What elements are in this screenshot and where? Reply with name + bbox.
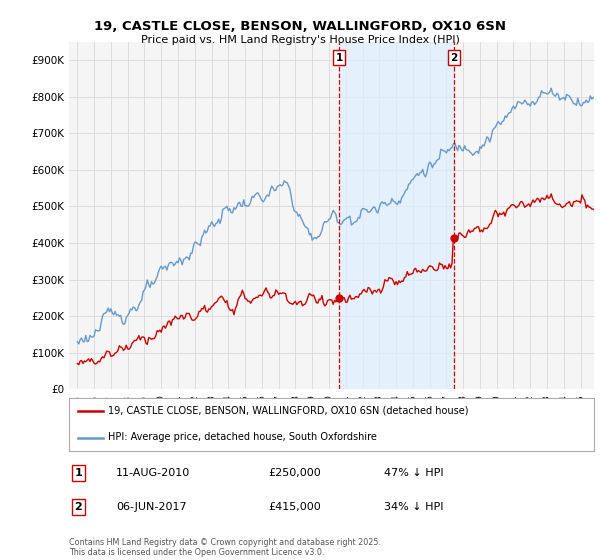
Text: 06-JUN-2017: 06-JUN-2017 bbox=[116, 502, 187, 512]
Text: 19, CASTLE CLOSE, BENSON, WALLINGFORD, OX10 6SN: 19, CASTLE CLOSE, BENSON, WALLINGFORD, O… bbox=[94, 20, 506, 32]
Text: Price paid vs. HM Land Registry's House Price Index (HPI): Price paid vs. HM Land Registry's House … bbox=[140, 35, 460, 45]
Text: £250,000: £250,000 bbox=[269, 468, 321, 478]
Text: £415,000: £415,000 bbox=[269, 502, 321, 512]
Text: 47% ↓ HPI: 47% ↓ HPI bbox=[384, 468, 443, 478]
Text: 1: 1 bbox=[336, 53, 343, 63]
Bar bbox=[340, 42, 454, 389]
Text: 11-AUG-2010: 11-AUG-2010 bbox=[116, 468, 191, 478]
Text: 2: 2 bbox=[450, 53, 457, 63]
Text: 1: 1 bbox=[74, 468, 82, 478]
Text: HPI: Average price, detached house, South Oxfordshire: HPI: Average price, detached house, Sout… bbox=[109, 432, 377, 442]
Text: Contains HM Land Registry data © Crown copyright and database right 2025.
This d: Contains HM Land Registry data © Crown c… bbox=[69, 538, 381, 557]
Text: 2: 2 bbox=[74, 502, 82, 512]
Text: 19, CASTLE CLOSE, BENSON, WALLINGFORD, OX10 6SN (detached house): 19, CASTLE CLOSE, BENSON, WALLINGFORD, O… bbox=[109, 406, 469, 416]
Text: 34% ↓ HPI: 34% ↓ HPI bbox=[384, 502, 443, 512]
